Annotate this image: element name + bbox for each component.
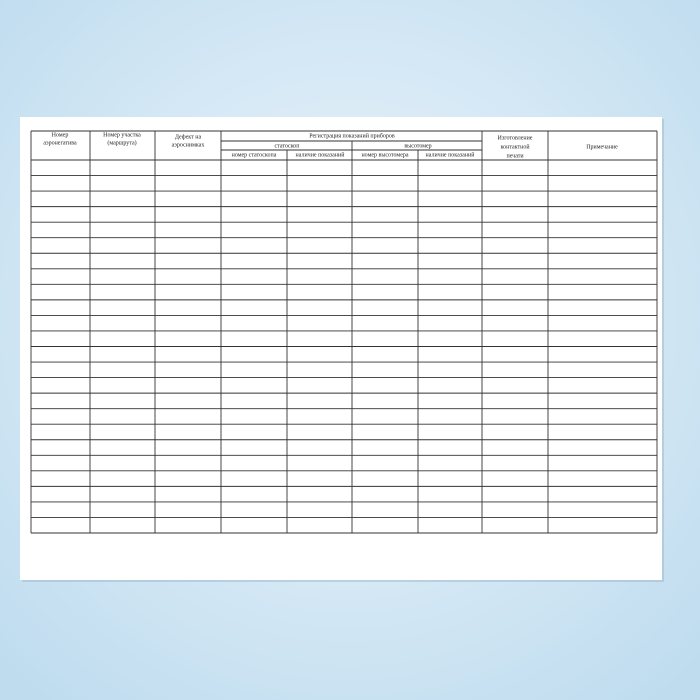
header-text: Номер участка xyxy=(103,132,141,138)
table-header: Номер аэронегатива Номер участка (маршру… xyxy=(43,132,618,159)
header-text: контактной xyxy=(500,143,530,150)
header-text: Изготовление xyxy=(498,135,533,141)
header-text: аэроснимках xyxy=(172,142,205,148)
header-text: высотомер xyxy=(404,143,431,149)
header-text: наличие показаний xyxy=(296,151,346,158)
header-text: наличие показаний xyxy=(426,151,476,158)
paper xyxy=(20,117,662,580)
header-text: номер статоскопа xyxy=(232,152,277,158)
header-text: Номер xyxy=(52,132,69,138)
header-text: статоскоп xyxy=(274,143,300,149)
header-text: Дефект на xyxy=(175,133,202,140)
header-text: печати xyxy=(506,153,524,159)
header-text: Регистрация показаний приборов xyxy=(309,132,395,139)
header-text: номер высотомера xyxy=(361,152,408,158)
header-text: Примечание xyxy=(586,144,618,150)
header-text: аэронегатива xyxy=(43,140,77,146)
header-text: (маршрута) xyxy=(107,139,136,146)
table-grid xyxy=(30,130,658,534)
